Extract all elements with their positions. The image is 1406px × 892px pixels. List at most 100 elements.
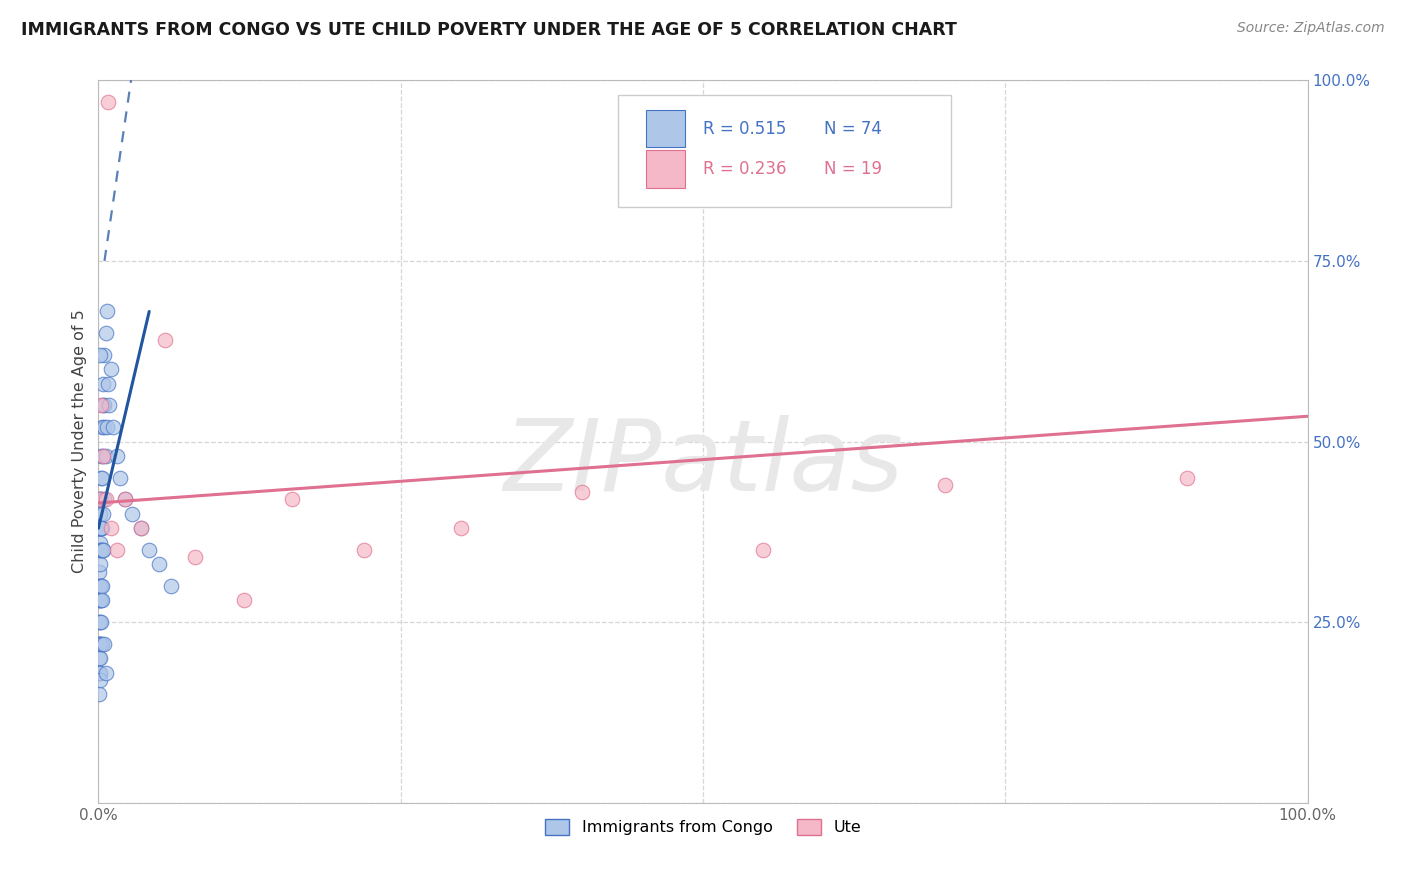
Point	[98, 398, 121, 412]
Point	[87, 579, 110, 593]
Point	[89, 637, 111, 651]
Legend: Immigrants from Congo, Ute: Immigrants from Congo, Ute	[538, 813, 868, 842]
Point	[91, 449, 114, 463]
Point	[89, 492, 111, 507]
Point	[97, 376, 120, 391]
Point	[148, 558, 170, 572]
Point	[93, 420, 115, 434]
Point	[89, 507, 111, 521]
Point	[89, 558, 111, 572]
Point	[93, 637, 115, 651]
Point	[90, 492, 112, 507]
Point	[93, 492, 115, 507]
FancyBboxPatch shape	[647, 110, 685, 147]
Point	[184, 550, 207, 565]
Point	[89, 521, 111, 535]
Point	[90, 470, 112, 484]
Point	[90, 593, 112, 607]
Point	[89, 665, 111, 680]
Point	[90, 521, 112, 535]
Point	[281, 492, 304, 507]
Point	[93, 348, 115, 362]
Text: Source: ZipAtlas.com: Source: ZipAtlas.com	[1237, 21, 1385, 36]
Point	[89, 579, 111, 593]
Point	[571, 485, 593, 500]
Point	[89, 565, 111, 579]
Text: N = 19: N = 19	[824, 161, 882, 178]
Point	[91, 470, 114, 484]
Point	[91, 637, 114, 651]
Point	[160, 579, 183, 593]
Point	[89, 492, 111, 507]
Point	[89, 687, 111, 701]
Point	[138, 542, 160, 557]
Point	[105, 449, 128, 463]
Point	[94, 449, 117, 463]
Point	[96, 304, 118, 318]
Y-axis label: Child Poverty Under the Age of 5: Child Poverty Under the Age of 5	[72, 310, 87, 574]
Point	[91, 449, 114, 463]
Point	[90, 521, 112, 535]
Point	[89, 665, 111, 680]
Point	[232, 593, 254, 607]
Text: ZIPatlas: ZIPatlas	[503, 415, 903, 512]
Point	[89, 542, 111, 557]
Point	[89, 492, 111, 507]
Point	[91, 398, 114, 412]
Point	[94, 665, 117, 680]
Point	[90, 398, 112, 412]
Point	[89, 521, 111, 535]
Point	[94, 326, 117, 340]
FancyBboxPatch shape	[619, 95, 950, 207]
Point	[89, 348, 111, 362]
Point	[153, 334, 176, 348]
Point	[89, 593, 111, 607]
Point	[96, 420, 118, 434]
Point	[114, 492, 136, 507]
Point	[89, 673, 111, 687]
Text: IMMIGRANTS FROM CONGO VS UTE CHILD POVERTY UNDER THE AGE OF 5 CORRELATION CHART: IMMIGRANTS FROM CONGO VS UTE CHILD POVER…	[21, 21, 957, 39]
Point	[89, 615, 111, 630]
Point	[89, 637, 111, 651]
Point	[89, 651, 111, 665]
Point	[91, 579, 114, 593]
Point	[752, 542, 775, 557]
Point	[89, 637, 111, 651]
Point	[1175, 470, 1198, 484]
Point	[97, 95, 120, 109]
Point	[87, 637, 110, 651]
Point	[934, 478, 956, 492]
Point	[129, 521, 152, 535]
Point	[91, 507, 114, 521]
Point	[91, 521, 114, 535]
Point	[450, 521, 472, 535]
Point	[101, 420, 124, 434]
Point	[353, 542, 375, 557]
Point	[91, 542, 114, 557]
Point	[87, 651, 110, 665]
Point	[91, 593, 114, 607]
Point	[89, 535, 111, 549]
FancyBboxPatch shape	[647, 151, 685, 188]
Point	[90, 579, 112, 593]
Point	[87, 593, 110, 607]
Point	[89, 542, 111, 557]
Point	[108, 470, 131, 484]
Point	[129, 521, 152, 535]
Point	[87, 615, 110, 630]
Point	[87, 521, 110, 535]
Point	[105, 542, 128, 557]
Point	[100, 362, 122, 376]
Point	[121, 507, 143, 521]
Point	[100, 521, 122, 535]
Text: N = 74: N = 74	[824, 120, 882, 137]
Point	[91, 542, 114, 557]
Point	[90, 542, 112, 557]
Point	[93, 398, 115, 412]
Point	[89, 579, 111, 593]
Point	[90, 615, 112, 630]
Point	[91, 420, 114, 434]
Point	[94, 492, 117, 507]
Point	[91, 376, 114, 391]
Point	[90, 542, 112, 557]
